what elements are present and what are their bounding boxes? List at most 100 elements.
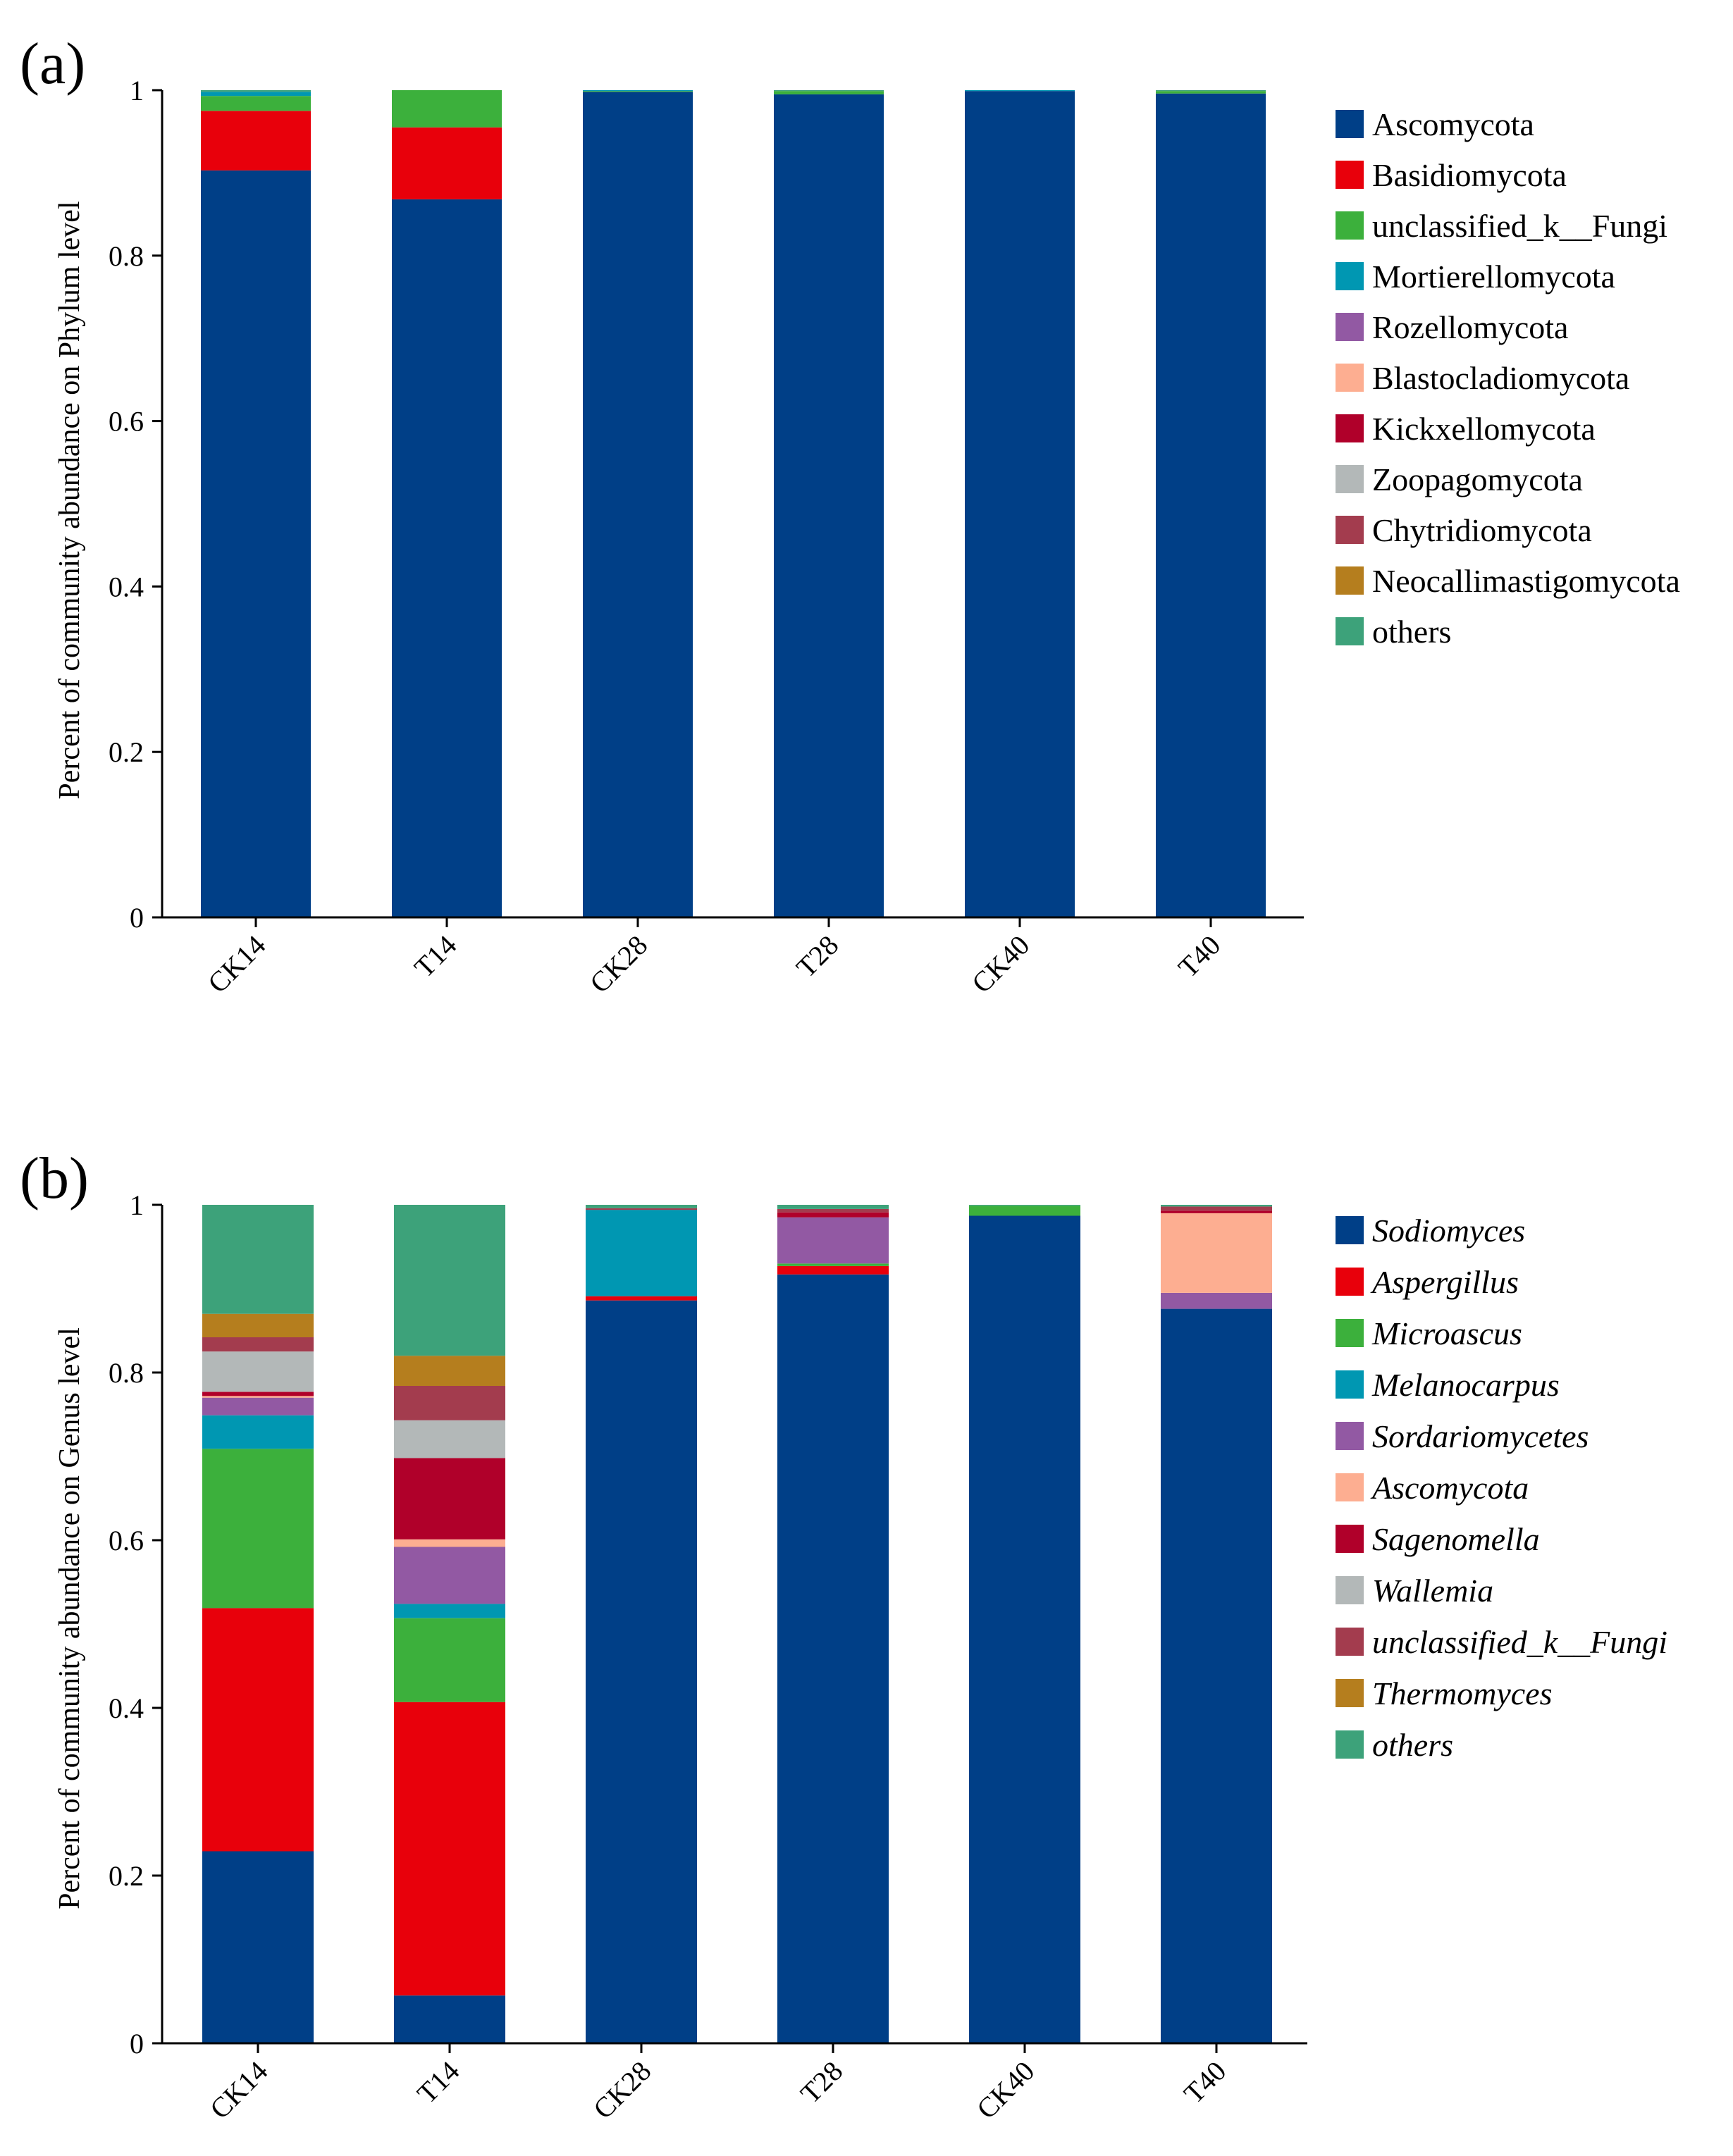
bar-segment-ck28-3 [586,1210,697,1296]
bar-segment-ck28-0 [586,1300,697,2043]
legend-label: Wallemia [1372,1573,1493,1609]
bar-segment-t40-8 [1161,1206,1272,1211]
bar-segment-t28-0 [777,1274,889,2043]
legend-label: Ascomycota [1370,1470,1529,1506]
x-tick-label: CK40 [970,2055,1040,2125]
legend-swatch [1336,1268,1364,1296]
bar-segment-t14-7 [394,1420,505,1458]
bar-segment-t28-2 [777,1263,889,1266]
legend-label: Blastocladiomycota [1372,360,1629,396]
y-tick-label: 0.2 [109,736,144,768]
legend-swatch [1336,1473,1364,1501]
legend-swatch [1336,1422,1364,1450]
legend-swatch [1336,1319,1364,1347]
bar-segment-t40-5 [1161,1213,1272,1293]
legend-swatch [1336,211,1364,240]
legend-label: Rozellomycota [1372,309,1568,345]
legend-a: Ascomycota Basidiomycota unclassified_k__F… [1336,106,1680,650]
y-tick-label: 0.4 [109,1692,144,1724]
bar-segment-ck14-3 [201,92,311,97]
bar-segment-t14-3 [394,1604,505,1618]
bar-segment-t40-10 [1156,90,1266,92]
legend-swatch [1336,465,1364,493]
chart-panel-a: (a) Percent of community abundance on Ph… [20,31,1680,999]
bar-segment-t14-9 [394,1356,505,1386]
bar-segment-t28-6 [777,1212,889,1218]
bar-segment-ck14-3 [202,1415,314,1449]
x-tick-label: CK14 [204,2055,273,2125]
chart-panel-b: (b) Percent of community abundance on Ge… [20,1146,1667,2125]
y-tick-label: 0.6 [109,406,144,438]
x-tick-label: CK14 [202,929,271,999]
legend-swatch [1336,313,1364,341]
bar-segment-ck28-3 [583,90,693,92]
legend-label: Melanocarpus [1371,1367,1560,1403]
legend-label: Aspergillus [1370,1264,1519,1300]
y-tick-label: 0.8 [109,240,144,272]
legend-label: others [1372,1727,1453,1763]
bar-segment-t28-4 [777,1217,889,1264]
y-tick-label: 0 [130,2028,144,2059]
bar-segment-t40-0 [1156,93,1266,918]
bar-segment-t14-10 [394,1205,505,1356]
bar-segment-t28-10 [774,90,884,92]
bar-segment-ck14-9 [202,1313,314,1337]
legend-label: others [1372,614,1451,650]
y-axis-label-a: Percent of community abundance on Phylum… [54,201,86,799]
legend-b: Sodiomyces Aspergillus Microascus Melanocar… [1336,1213,1667,1763]
bar-segment-t14-5 [394,1539,505,1547]
legend-swatch [1336,262,1364,290]
bar-segment-ck14-2 [202,1449,314,1609]
bar-segment-t14-4 [394,1547,505,1604]
bar-segment-t40-2 [1156,91,1266,94]
x-tick-label: CK28 [587,2055,657,2125]
bar-segment-t28-8 [777,1208,889,1213]
bar-segment-ck40-3 [965,90,1075,92]
bar-segment-ck14-8 [202,1337,314,1352]
legend-swatch [1336,1370,1364,1399]
legend-label: Sagenomella [1372,1521,1540,1557]
x-tick-label: T28 [790,929,844,984]
bar-segment-ck40-2 [969,1206,1080,1216]
bar-segment-ck28-8 [586,1208,697,1210]
legend-swatch [1336,516,1364,544]
bar-segment-t14-1 [392,127,502,199]
y-tick-label: 0.8 [109,1357,144,1389]
bar-segment-t28-2 [774,91,884,94]
bar-segment-t40-4 [1161,1293,1272,1309]
y-axis-label-b: Percent of community abundance on Genus … [54,1327,86,1909]
x-tick-label: CK28 [584,929,653,999]
bar-segment-ck14-5 [202,1396,314,1398]
legend-swatch [1336,414,1364,442]
bar-segment-ck14-0 [201,170,311,917]
y-tick-label: 1 [130,1189,144,1221]
legend-swatch [1336,110,1364,138]
bar-segment-ck14-2 [201,96,311,111]
bar-segment-ck14-7 [202,1351,314,1392]
legend-label: Chytridiomycota [1372,512,1592,548]
bar-segment-ck14-0 [202,1851,314,2043]
legend-swatch [1336,161,1364,189]
legend-label: Thermomyces [1372,1675,1553,1711]
panel-label-b: (b) [20,1146,89,1211]
bar-segment-t14-0 [394,1995,505,2043]
x-tick-label: T28 [794,2055,849,2109]
legend-swatch [1336,1216,1364,1244]
bar-segment-t40-6 [1161,1210,1272,1213]
x-tick-label: T14 [408,929,462,984]
legend-swatch [1336,1525,1364,1553]
legend-label: Ascomycota [1372,106,1534,142]
bar-segment-ck14-10 [202,1205,314,1314]
bar-segment-ck14-1 [201,111,311,171]
legend-label: Zoopagomycota [1372,461,1583,497]
bar-segment-t28-0 [774,94,884,917]
axes-b: CK14 T14 CK28 T28 CK40 T40 0 0.2 0.4 0.6 0.8 1 [109,1189,1307,2125]
x-tick-label: T40 [1178,2055,1232,2109]
y-tick-label: 0.4 [109,571,144,602]
y-tick-label: 0.2 [109,1860,144,1892]
bar-segment-t14-1 [394,1702,505,1996]
bar-segment-t28-1 [777,1265,889,1275]
legend-swatch [1336,566,1364,595]
bar-segment-t40-10 [1161,1205,1272,1207]
